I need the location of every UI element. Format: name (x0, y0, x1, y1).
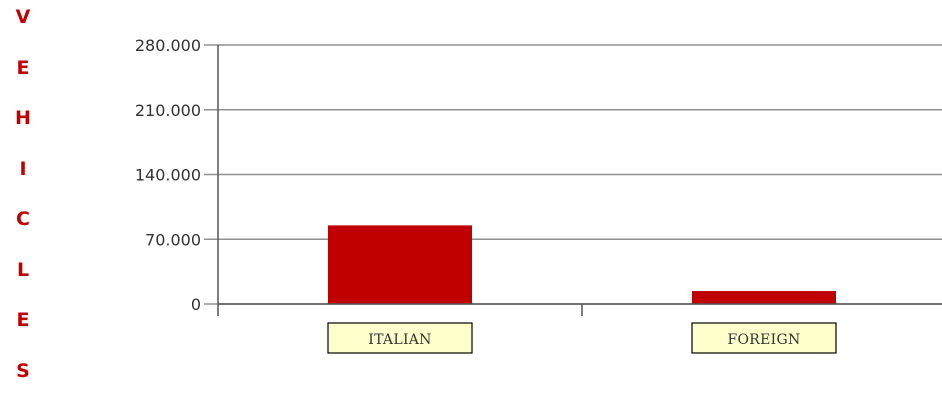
bar-chart: 0 70.000 140.000 210.000 280.000 ITALIAN FOREI… (0, 0, 942, 361)
y-tick-label: 0 (191, 295, 201, 314)
bar-foreign (692, 291, 836, 304)
x-category-label: ITALIAN (368, 332, 432, 348)
gridlines (204, 45, 942, 304)
y-tick-label: 70.000 (145, 230, 201, 249)
bar-italian (328, 225, 472, 304)
y-tick-label: 280.000 (135, 36, 201, 55)
bars (328, 225, 836, 304)
x-category-label: FOREIGN (727, 332, 800, 348)
labels: 0 70.000 140.000 210.000 280.000 ITALIAN FOREI… (135, 36, 836, 353)
y-tick-label: 140.000 (135, 166, 201, 185)
y-axis-title-letter: S (8, 358, 38, 408)
axes (218, 45, 942, 316)
y-tick-label: 210.000 (135, 101, 201, 120)
